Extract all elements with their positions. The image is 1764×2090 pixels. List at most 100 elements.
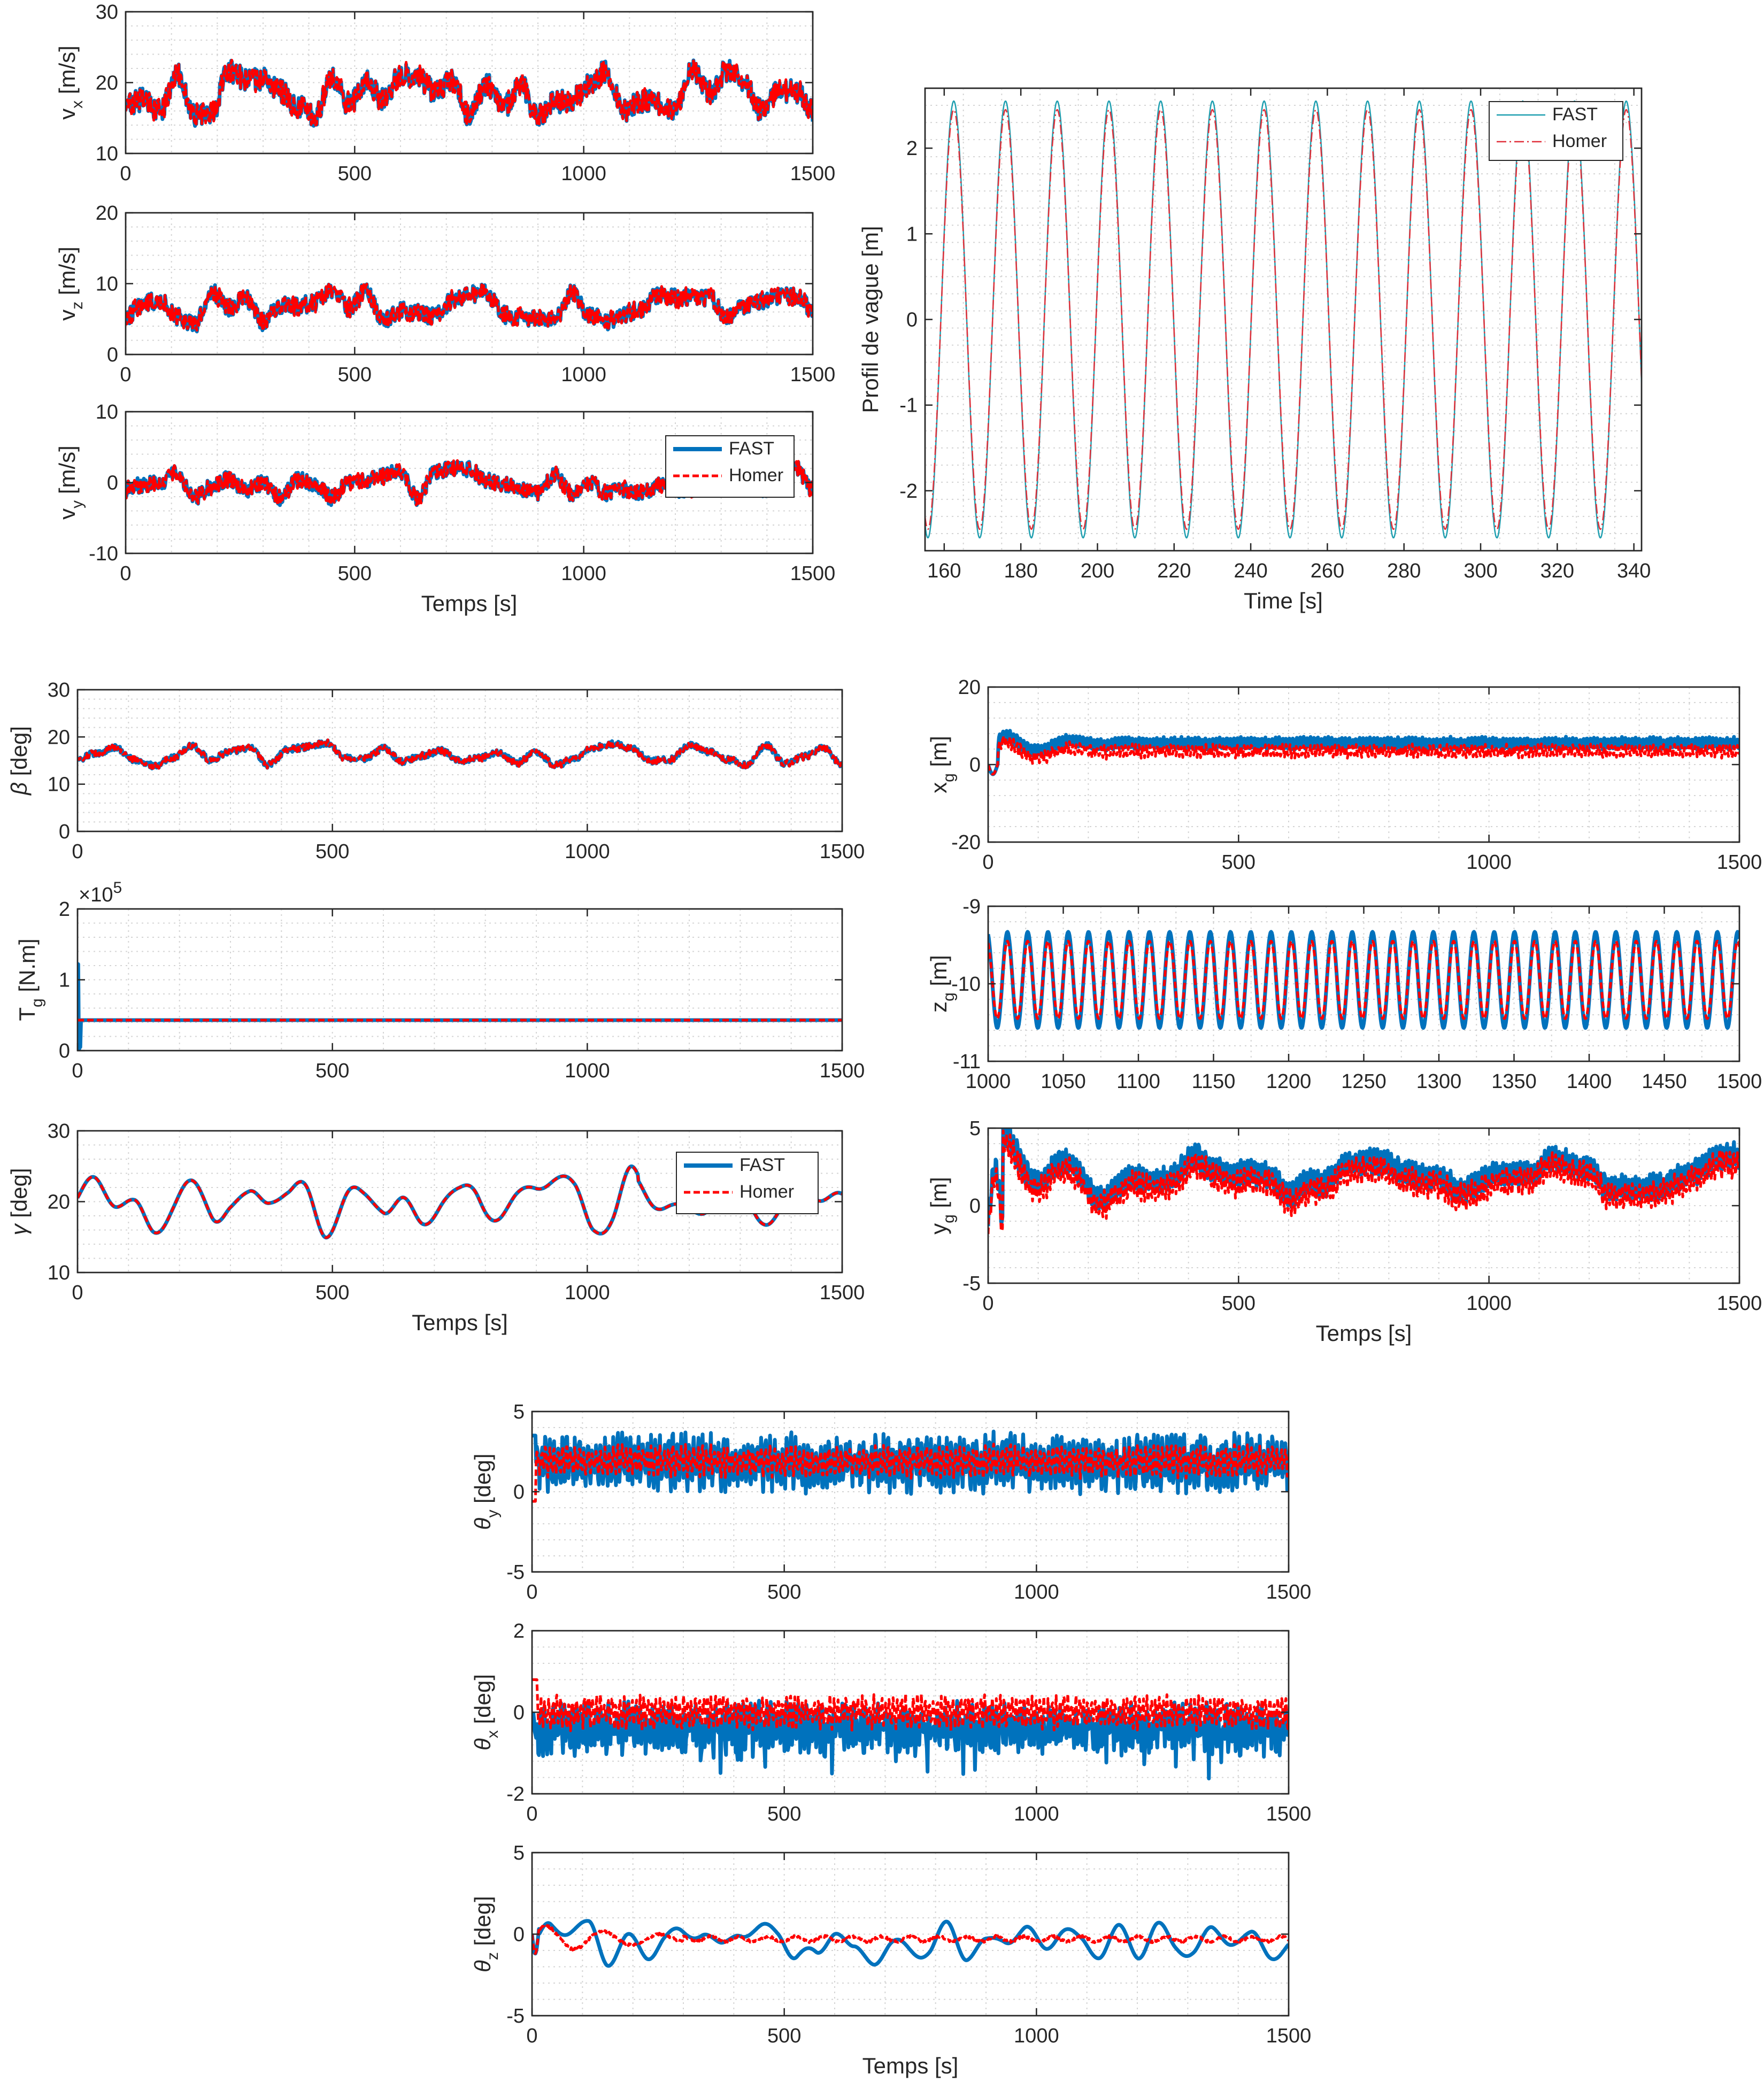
gamma-xtick-label: 1500: [820, 1282, 865, 1304]
thz-xtick-label: 1500: [1266, 2025, 1312, 2047]
zg-xtick-label: 1450: [1642, 1070, 1687, 1093]
gamma-ytick-label: 10: [48, 1262, 70, 1284]
tg-series-group: [78, 962, 842, 1051]
thy-ytick-label: 0: [513, 1481, 525, 1503]
vy-xlabel: Temps [s]: [421, 591, 518, 616]
vx-ytick-label: 30: [96, 1, 118, 24]
zg-chart: 1000 1050 1100 1150 1200 1250 1300 1350 1400 1450…: [926, 896, 1762, 1093]
wave-ytick-label: 2: [906, 137, 918, 160]
beta-ytick-label: 30: [48, 679, 70, 701]
tg-plot-area: [76, 908, 843, 1052]
zg-ytick-label: -10: [951, 973, 981, 996]
xg-series-fast: [988, 729, 1739, 776]
thy-ytick-label: 5: [513, 1401, 525, 1423]
tg-ytick-label: 1: [59, 969, 70, 992]
vy-xtick-label: 1000: [561, 562, 606, 585]
zg-series-fast: [988, 930, 1739, 1030]
thx-ytick-label: -2: [506, 1783, 525, 1806]
vy-legend-fast-label: FAST: [729, 438, 774, 459]
gamma-xtick-label: 0: [72, 1282, 83, 1304]
zg-ytick-label: -11: [953, 1051, 981, 1073]
tg-xtick-label: 1500: [820, 1060, 865, 1082]
wave-xlabel: Time [s]: [1244, 588, 1323, 613]
beta-chart: 0 500 1000 1500 0 10 20 30 β [deg]: [6, 679, 865, 863]
vx-chart: 0 500 1000 1500 10 20 30 vx [m/s]: [55, 1, 835, 185]
wave-legend: FAST Homer: [1489, 101, 1623, 161]
gamma-xlabel: Temps [s]: [412, 1310, 508, 1335]
zg-xtick-label: 1000: [966, 1070, 1011, 1093]
vy-ytick-label: -10: [89, 543, 118, 565]
yg-ytick-label: 0: [969, 1195, 981, 1217]
vz-ylabel: vz [m/s]: [55, 246, 86, 321]
thz-ytick-label: -5: [506, 2005, 525, 2027]
vz-chart: 0 500 1000 1500 0 10 20 vz [m/s]: [55, 202, 835, 386]
zg-ylabel: zg [m]: [926, 955, 958, 1013]
beta-xtick-label: 1500: [820, 840, 865, 863]
beta-xtick-label: 1000: [565, 840, 610, 863]
thy-xtick-label: 500: [767, 1581, 801, 1603]
thz-ytick-label: 0: [513, 1924, 525, 1946]
wave-legend-homer-label: Homer: [1552, 131, 1607, 151]
yg-ytick-label: -5: [962, 1272, 981, 1295]
xg-ytick-label: 0: [969, 754, 981, 776]
thz-xtick-label: 500: [767, 2025, 801, 2047]
gamma-ylabel: γ [deg]: [6, 1168, 32, 1235]
wave-legend-fast-label: FAST: [1552, 104, 1598, 125]
thz-ytick-label: 5: [513, 1842, 525, 1864]
beta-ytick-label: 0: [59, 821, 70, 843]
gamma-xtick-label: 1000: [565, 1282, 610, 1304]
gamma-ytick-label: 30: [48, 1120, 70, 1143]
vx-xtick-label: 0: [120, 163, 131, 185]
zg-xtick-label: 1400: [1567, 1070, 1612, 1093]
thy-ylabel: θy [deg]: [470, 1454, 502, 1530]
zg-xtick-label: 1200: [1266, 1070, 1312, 1093]
vx-series-group: [126, 58, 813, 128]
vz-series-group: [126, 282, 813, 334]
gamma-legend-homer-label: Homer: [740, 1182, 794, 1202]
tg-exponent: ×105: [79, 879, 122, 906]
thx-series-group: [532, 1678, 1289, 1780]
gamma-ytick-label: 20: [48, 1191, 70, 1214]
zg-xtick-label: 1500: [1717, 1070, 1762, 1093]
yg-xtick-label: 1500: [1717, 1292, 1762, 1315]
thy-xtick-label: 0: [526, 1581, 537, 1603]
wave-xtick-label: 280: [1387, 560, 1421, 582]
wave-xtick-label: 340: [1617, 560, 1651, 582]
xg-ytick-label: -20: [951, 831, 981, 854]
vx-xtick-label: 1000: [561, 163, 606, 185]
tg-xtick-label: 1000: [565, 1060, 610, 1082]
beta-xtick-label: 0: [72, 840, 83, 863]
vy-xtick-label: 500: [338, 562, 372, 585]
vz-xtick-label: 500: [338, 364, 372, 386]
thy-series-group: [532, 1429, 1289, 1503]
tg-chart: 0 500 1000 1500 0 1 2 ×105 Tg [N.m]: [14, 879, 865, 1082]
tg-ytick-label: 2: [59, 898, 70, 921]
vz-series-homer: [126, 282, 813, 333]
xg-xtick-label: 500: [1222, 851, 1255, 874]
yg-xtick-label: 500: [1222, 1292, 1255, 1315]
tg-ylabel: Tg [N.m]: [14, 938, 46, 1021]
thx-series-homer: [532, 1678, 1289, 1732]
thz-series-fast: [532, 1919, 1289, 1968]
beta-ytick-label: 20: [48, 726, 70, 749]
beta-ytick-label: 10: [48, 774, 70, 796]
xg-series-group: [988, 729, 1739, 776]
thz-xlabel: Temps [s]: [862, 2053, 959, 2078]
xg-xtick-label: 1500: [1717, 851, 1762, 874]
vz-ytick-label: 20: [96, 202, 118, 225]
zg-xtick-label: 1100: [1116, 1070, 1160, 1093]
thz-series-group: [532, 1919, 1289, 1968]
vy-xtick-label: 0: [120, 562, 131, 585]
zg-xtick-label: 1150: [1192, 1070, 1236, 1093]
beta-ylabel: β [deg]: [6, 726, 32, 796]
wave-ytick-label: 1: [906, 223, 918, 245]
thz-xtick-label: 0: [526, 2025, 537, 2047]
wave-xtick-label: 240: [1234, 560, 1267, 582]
vy-legend: FAST Homer: [665, 435, 795, 498]
